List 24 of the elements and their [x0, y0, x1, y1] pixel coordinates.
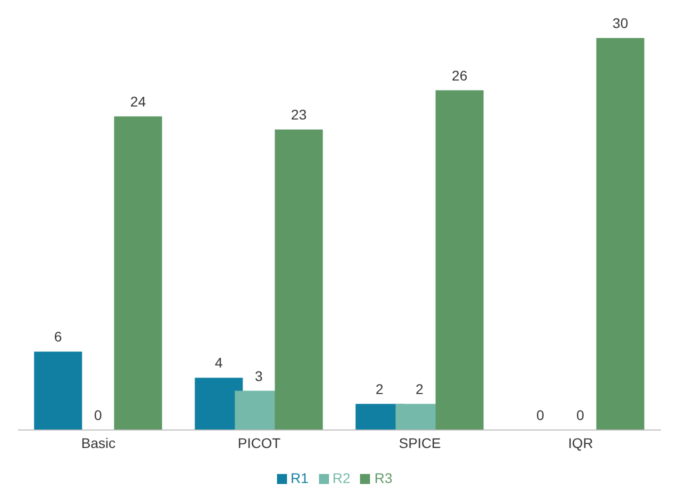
data-label: 4 [214, 354, 223, 371]
bar [596, 38, 644, 430]
data-label: 23 [291, 106, 307, 122]
bar [274, 129, 323, 430]
data-label: 6 [54, 328, 62, 345]
x-tick-label: PICOT [238, 434, 281, 451]
x-tick-label: Basic [81, 434, 116, 451]
x-tick-label: SPICE [398, 434, 441, 451]
bar [436, 90, 484, 430]
data-label: 0 [94, 406, 102, 423]
x-tick-label: IQR [568, 434, 594, 451]
legend-label: R2 [332, 470, 350, 486]
legend-label: R3 [374, 470, 392, 486]
data-label: 0 [536, 406, 544, 423]
bar [34, 352, 82, 430]
data-label: 2 [376, 380, 384, 397]
data-label: 3 [254, 368, 263, 384]
data-label: 24 [130, 93, 146, 110]
legend-label: R1 [290, 470, 309, 486]
data-label: 30 [612, 15, 628, 31]
data-label: 2 [416, 380, 424, 397]
bar [114, 116, 162, 430]
data-label: 0 [576, 406, 584, 423]
data-label: 26 [452, 67, 468, 84]
